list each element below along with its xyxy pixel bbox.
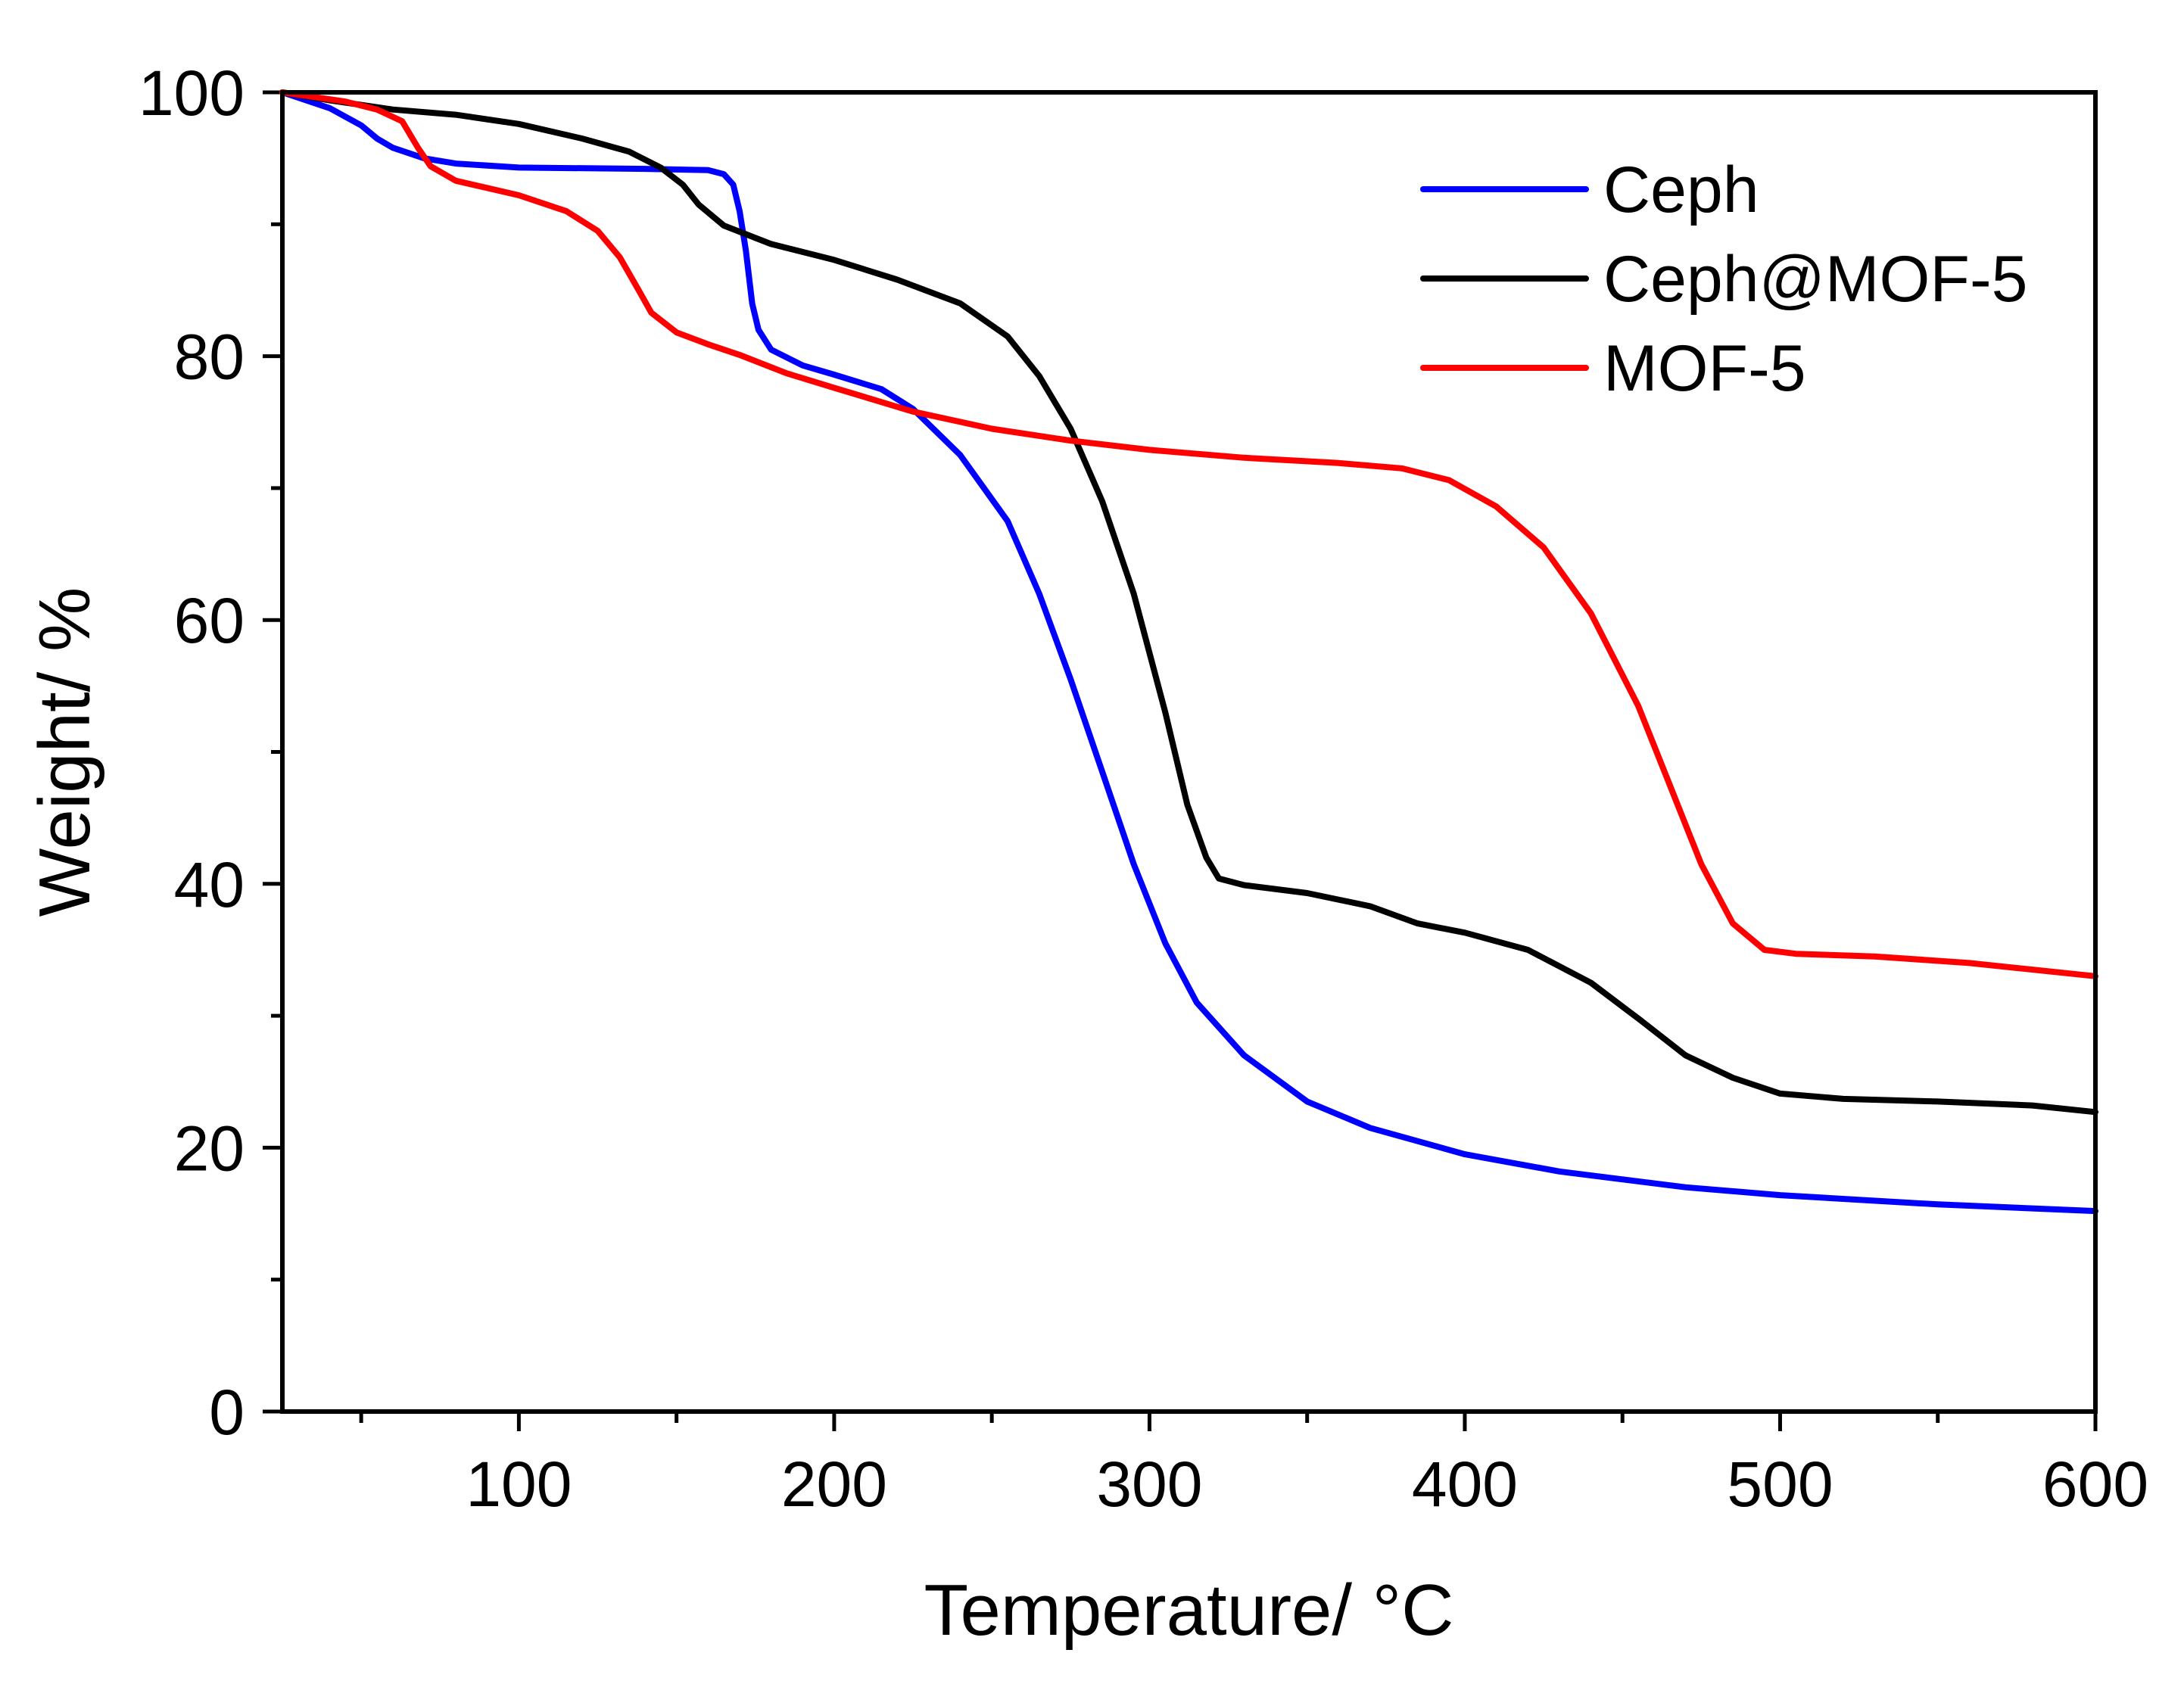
series-line-mof-5	[279, 89, 2098, 979]
legend-label: Ceph	[1603, 154, 1759, 226]
x-tick-label: 400	[1412, 1449, 1518, 1520]
series-lines	[279, 89, 2098, 1215]
y-tick-label: 80	[174, 322, 245, 393]
x-tick-label: 500	[1727, 1449, 1833, 1520]
legend-label: MOF-5	[1603, 332, 1806, 405]
series-line-ceph	[279, 89, 2098, 1215]
x-tick-label: 600	[2042, 1449, 2148, 1520]
x-tick-label: 100	[466, 1449, 572, 1520]
legend-label: Ceph@MOF-5	[1603, 243, 2027, 316]
x-axis-title: Temperature/ °C	[924, 1570, 1454, 1651]
x-tick-label: 300	[1096, 1449, 1202, 1520]
y-axis-title: Weight/ %	[24, 587, 105, 917]
plot-frame	[280, 90, 2098, 1414]
y-tick-label: 100	[139, 58, 245, 129]
x-tick-label: 200	[781, 1449, 887, 1520]
y-tick-label: 0	[209, 1377, 245, 1448]
legend: Ceph Ceph@MOF-5 MOF-5	[1420, 154, 2027, 405]
tick-labels: 100 200 300 400 500 600 0 20 40 60 80 100	[139, 58, 2148, 1520]
series-line-ceph-mof-5	[279, 89, 2098, 1116]
y-tick-label: 40	[174, 849, 245, 920]
y-tick-label: 20	[174, 1113, 245, 1184]
y-tick-label: 60	[174, 585, 245, 656]
